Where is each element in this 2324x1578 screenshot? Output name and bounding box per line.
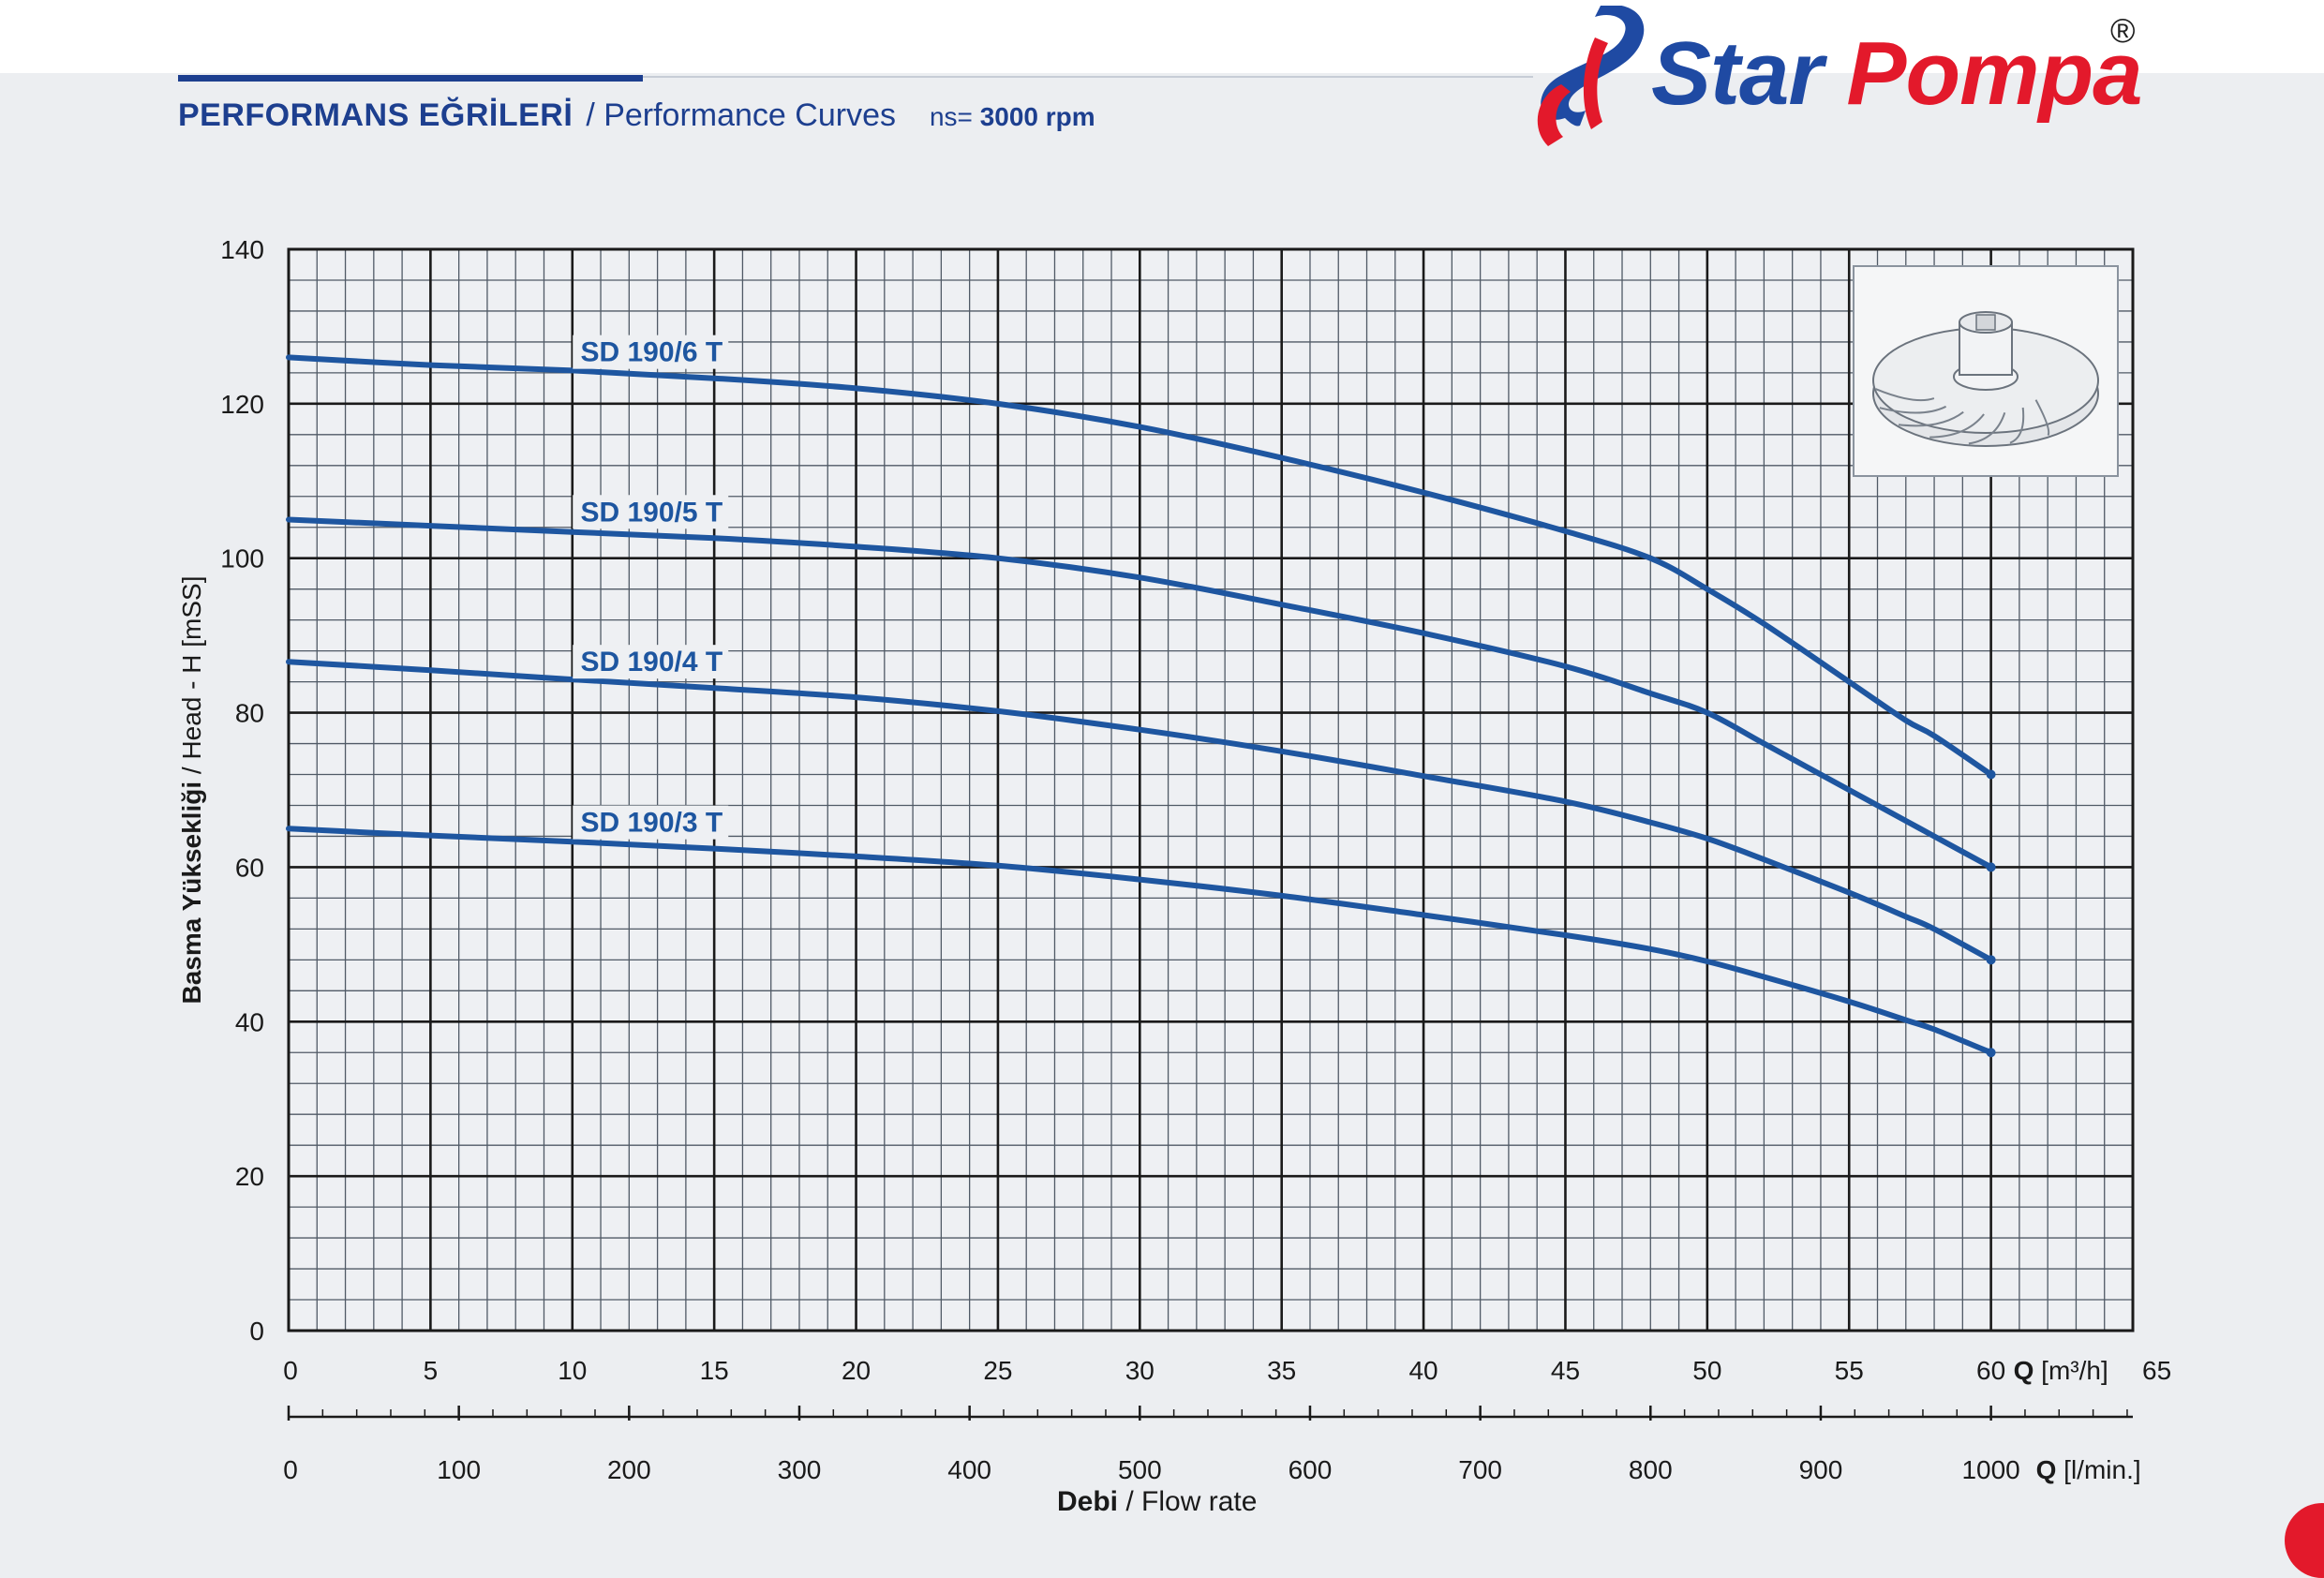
series-label-background [573,495,729,529]
x2-tick-label: 1000 [1961,1455,2019,1484]
series-line [286,354,1994,778]
series-end-point [1986,955,1996,965]
impeller-vane [1879,405,1947,414]
y-tick-label: 20 [235,1162,264,1191]
impeller-vane [1929,413,1985,439]
impeller-vane [2034,399,2050,437]
speed-label: ns= 3000 rpm [930,102,1095,131]
series-end-point [1986,1048,1996,1058]
x-tick-label: 60 [1976,1356,2005,1385]
impeller-vane [1898,410,1964,427]
y-tick-label: 60 [235,853,264,882]
x2-tick-label: 700 [1458,1455,1502,1484]
x-tick-label: 5 [424,1356,439,1385]
title-turkish: PERFORMANS EĞRİLERİ [178,97,574,133]
y-tick-label: 0 [249,1317,264,1346]
x2-unit-label: Q [l/min.] [2036,1455,2141,1484]
y-axis-title: Basma Yüksekliği / Head - H [mSS] [177,575,206,1004]
x-tick-label: 15 [700,1356,729,1385]
impeller-bore [1975,314,1996,331]
performance-chart: 0 20 40 60 80 100 120 140 0 5 10 15 20 25 30 35 40 45 50 55… [177,235,2171,1517]
series-label: SD 190/3 T [580,808,723,839]
registered-mark: ® [2110,11,2136,50]
x-tick-label: 30 [1125,1356,1155,1385]
series-label-background [573,335,729,369]
y-tick-label: 100 [220,544,264,573]
x2-tick-label: 600 [1289,1455,1333,1484]
x-tick-label: 25 [983,1356,1012,1385]
speed-prefix: ns= [929,102,973,131]
x-tick-label: 20 [842,1356,871,1385]
x-tick-label: 45 [1551,1356,1580,1385]
series-line [286,826,1994,1056]
brand-name: Star Pompa [1651,22,2142,126]
y-tick-label: 140 [220,235,264,264]
series-label: SD 190/5 T [580,497,723,528]
x2-tick-label: 500 [1118,1455,1162,1484]
x-axis-title: Debi / Flow rate [1057,1486,1257,1517]
title-accent-bar [178,75,643,82]
plot-area [289,249,2133,1331]
y-tick-label: 80 [235,699,264,728]
x-tick-label: 55 [1835,1356,1864,1385]
impeller-vane [1968,411,2006,445]
x-unit-label: Q [m³/h] [2014,1356,2108,1385]
series-label: SD 190/6 T [580,337,723,368]
brand-name-star: Star [1651,23,1824,124]
x-tick-label: 35 [1267,1356,1296,1385]
page-title: PERFORMANS EĞRİLERİ / Performance Curves n… [178,97,1095,134]
title-english: / Performance Curves [586,97,896,133]
x-tick-label: 10 [558,1356,587,1385]
series-label-background [573,645,729,679]
x2-tick-label: 300 [778,1455,822,1484]
series-line [286,516,1994,871]
y-tick-label: 40 [235,1007,264,1036]
x2-tick-label: 800 [1629,1455,1673,1484]
series-end-point [1986,769,1996,780]
x2-tick-label: 100 [437,1455,481,1484]
x2-tick-label: 200 [607,1455,651,1484]
x-tick-label: 50 [1692,1356,1721,1385]
impeller-vane [2009,407,2025,444]
series-line [286,659,1994,963]
header-background [0,0,2324,73]
x-tick-label: 65 [2142,1356,2171,1385]
logo-mark-icon [1537,4,1645,146]
speed-value: 3000 rpm [979,102,1095,131]
series-label: SD 190/4 T [580,647,723,677]
plot-border [287,247,2135,1332]
x-tick-label: 0 [283,1356,298,1385]
brand-logo: Star Pompa ® [1529,4,2148,146]
x2-tick-label: 400 [947,1455,991,1484]
x2-tick-label: 0 [283,1455,298,1484]
y-tick-label: 120 [220,390,264,419]
impeller-vane [1875,388,1935,402]
series-label-background [573,805,729,840]
title-rule [643,76,1533,78]
x2-tick-label: 900 [1799,1455,1843,1484]
x-tick-label: 40 [1408,1356,1438,1385]
series-end-point [1986,862,1996,872]
brand-name-pompa: Pompa [1846,23,2142,124]
